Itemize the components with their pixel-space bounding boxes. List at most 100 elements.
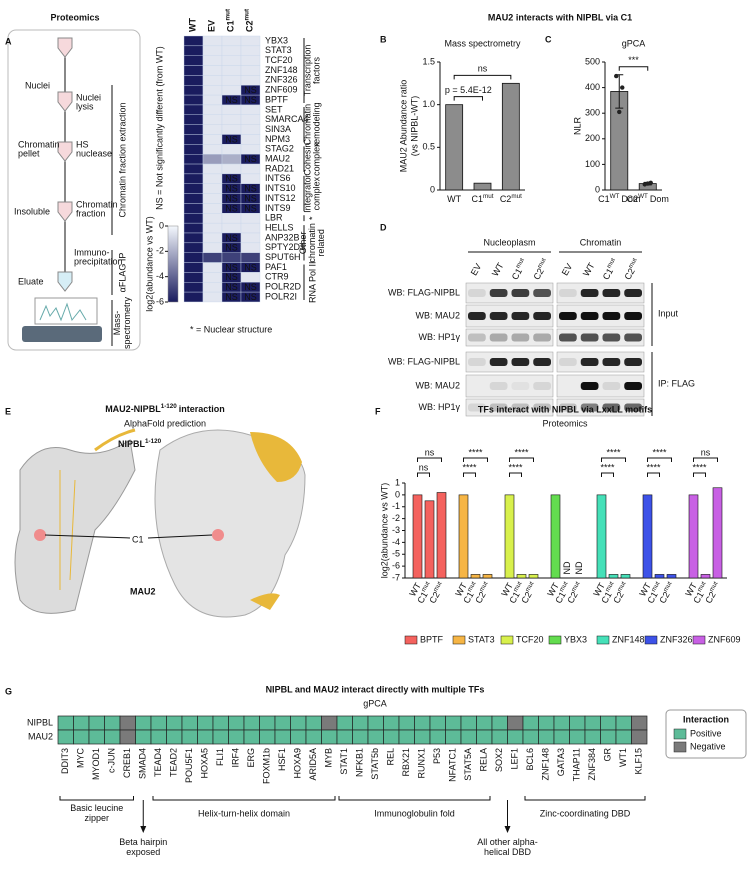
x-tick-label-sup: mut <box>696 580 707 593</box>
x-tick-label-tail: Dom <box>621 194 640 204</box>
row-label: INTS6 <box>265 173 291 183</box>
interaction-cell <box>336 729 353 745</box>
workflow-arrow-label-line: Immuno- <box>74 248 110 258</box>
blot-band <box>559 358 577 366</box>
column-label: RUNX1 <box>417 748 427 779</box>
structure-label: NIPBL1-120 <box>118 438 162 450</box>
blot-band <box>468 333 486 342</box>
column-label: ZNF384 <box>587 748 597 781</box>
column-header: C1mut <box>224 8 236 32</box>
sig-bracket <box>647 472 660 477</box>
x-tick-label-base: C1 <box>600 590 614 605</box>
interaction-cell <box>135 729 152 745</box>
cell-label: NS <box>244 282 257 292</box>
blot-band <box>511 403 530 412</box>
sig-bracket <box>601 457 626 462</box>
heatmap-cell <box>221 213 242 224</box>
row-label: STAT3 <box>265 45 292 55</box>
lane-label-group: WT <box>490 261 506 279</box>
column-header-group: EV <box>207 20 217 32</box>
interaction-cell <box>460 715 477 731</box>
cell-label: NS <box>225 134 238 144</box>
colorbar-tick-label: -2 <box>156 246 164 256</box>
interaction-cell <box>476 729 493 745</box>
structure-label: C1 <box>132 534 144 544</box>
x-tick-label-base: C2 <box>566 590 580 605</box>
heatmap-cell <box>221 35 242 47</box>
y-tick-label: 200 <box>585 133 600 143</box>
blot-band <box>602 312 621 320</box>
chart-subtitle: Proteomics <box>542 418 588 428</box>
heatmap-cell <box>240 242 261 253</box>
tube <box>57 37 73 58</box>
blot-strip <box>556 398 645 417</box>
interaction-cell <box>228 715 245 731</box>
section-title: MAU2 interacts with NIPBL via C1 <box>488 12 632 22</box>
column-label: HSF1 <box>277 748 287 771</box>
bar <box>700 574 711 579</box>
nipbl-surface <box>250 432 302 482</box>
tube <box>57 201 73 222</box>
y-tick-label: -7 <box>392 572 400 582</box>
blot-label: WB: MAU2 <box>415 310 460 320</box>
sig-bracket <box>463 472 476 477</box>
workflow-bracket-label-group: αFLAG IP <box>117 253 127 293</box>
group-label-line: Cohesin <box>303 143 313 176</box>
y-axis-label-line: (vs NIPBL-WT) <box>410 96 420 157</box>
column-label: WT1 <box>618 748 628 767</box>
interaction-cell <box>135 715 152 731</box>
column-header: C2mut <box>243 8 255 32</box>
heatmap-cell <box>202 65 223 76</box>
x-tick-label: C1mut <box>644 580 665 605</box>
interaction-cell <box>569 715 586 731</box>
interaction-cell <box>321 715 338 731</box>
heatmap-cell <box>240 65 261 76</box>
x-tick-label-base: C2 <box>428 590 442 605</box>
column-label: HOXA9 <box>293 748 303 779</box>
x-tick-label-sup: mut <box>524 580 535 593</box>
interaction-cell <box>383 715 400 731</box>
blot-band <box>602 382 621 390</box>
x-tick-label-sup: mut <box>511 193 522 200</box>
column-label-group: STAT5A <box>463 748 473 781</box>
tubes <box>57 37 73 292</box>
group-label-line: complex <box>312 176 322 210</box>
heatmap-cell <box>183 183 204 194</box>
column-label-group: CREB1 <box>122 748 132 778</box>
legend-swatch <box>404 635 418 645</box>
cell-label: NS <box>244 193 257 203</box>
workflow-arrow-label: HS nuclease <box>76 140 112 159</box>
lane-label-base: EV <box>560 262 575 277</box>
blot-label: WB: HP1γ <box>418 332 460 342</box>
bar <box>620 574 631 579</box>
interaction-cell <box>476 715 493 731</box>
blot-band <box>468 289 486 297</box>
interaction-cell <box>305 729 322 745</box>
x-tick-label-sup: mut <box>420 580 431 593</box>
panel-title-base: MAU2-NIPBL <box>105 404 161 414</box>
x-tick-label: C2mut <box>518 580 539 605</box>
legend-swatch <box>692 635 706 645</box>
family-bracket <box>524 796 646 801</box>
blot-strip <box>556 351 645 373</box>
blot-band <box>468 403 486 412</box>
row-label: SET <box>265 104 283 114</box>
group-label-group: RNA Pol II <box>307 261 317 303</box>
legend-swatch <box>500 635 514 645</box>
heatmap-cell <box>183 193 204 204</box>
chart-title: gPCA <box>622 38 646 48</box>
cell-label: NS <box>225 292 238 302</box>
column-header-base: C2 <box>245 20 255 32</box>
cell-label: NS <box>244 85 257 95</box>
workflow-arrow-label-line: Chromatin <box>76 200 118 210</box>
bar <box>666 574 677 579</box>
heatmap-cell <box>183 282 204 293</box>
column-label-group: P53 <box>432 748 442 764</box>
interaction-cell <box>538 715 555 731</box>
interaction-cell <box>538 729 555 745</box>
family-label: Basic leucine zipper <box>70 803 123 823</box>
column-label-group: NFKB1 <box>355 748 365 777</box>
interaction-cell <box>491 715 508 731</box>
column-label: BCL6 <box>525 748 535 771</box>
